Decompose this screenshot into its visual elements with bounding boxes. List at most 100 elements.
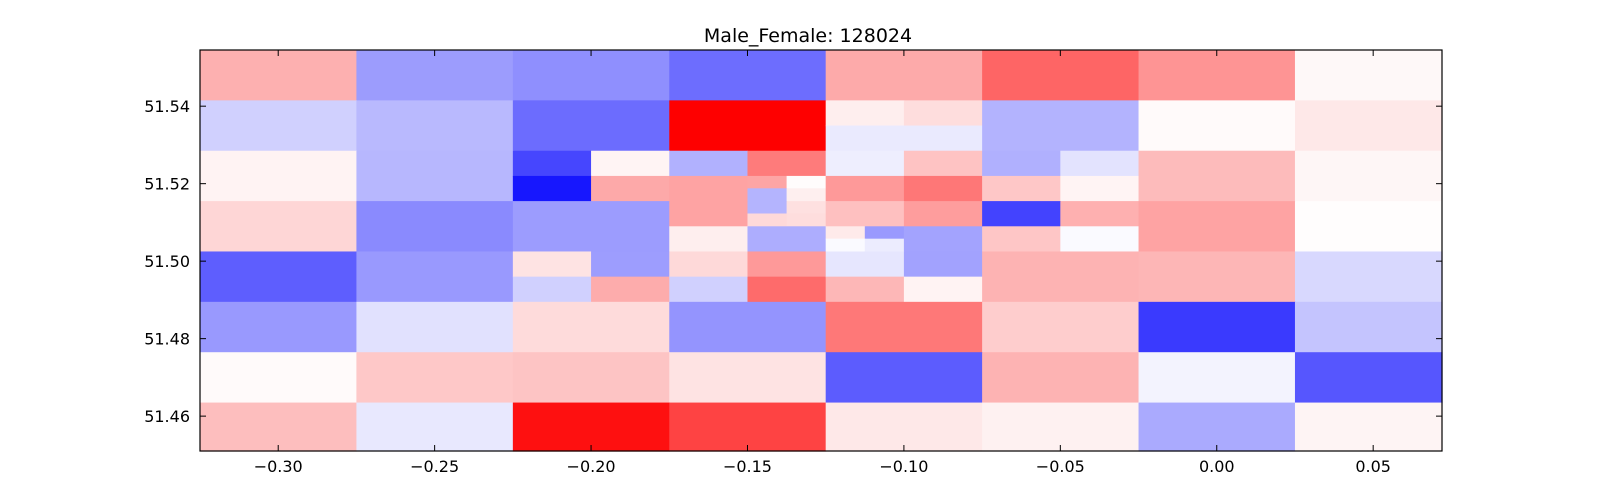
x-tick-label: −0.25 [410,457,459,476]
heatmap-cell [356,352,514,404]
heatmap-cell [200,251,358,303]
heatmap-cell [669,301,827,353]
heatmap-cell [982,50,1140,101]
y-tick-label: 51.52 [144,175,190,194]
heatmap-cell [200,301,358,353]
plot-frame [199,49,1443,452]
heatmap-cell [825,301,983,353]
heatmap-cell [1294,251,1443,303]
heatmap-cell [512,100,670,152]
y-tick-label: 51.54 [144,97,190,116]
heatmap-cell [982,251,1140,303]
heatmap-cell [903,276,983,303]
heatmap-cell [903,150,983,177]
heatmap-cell [903,175,983,202]
heatmap-cell [200,352,358,404]
heatmap-cell [512,276,592,303]
heatmap-cell [1060,150,1140,177]
heatmap-cell [669,50,827,101]
heatmap-cell [1294,50,1443,101]
heatmap-cell [747,213,788,227]
heatmap-cell [903,226,983,253]
heatmap-cell [982,226,1061,253]
chart-title: Male_Female: 128024 [704,25,912,47]
heatmap-cell [669,175,749,202]
heatmap-cell [903,201,983,227]
heatmap-cell [747,201,788,215]
heatmap-cell [512,201,670,253]
heatmap-cell [356,50,514,101]
x-tick-label: −0.15 [723,457,772,476]
heatmap-cell [825,352,983,404]
heatmap-cell [591,175,670,202]
heatmap-cell [1138,50,1296,101]
heatmap-cell [982,100,1140,152]
heatmap-cell [512,150,592,177]
heatmap-cell [864,238,905,253]
heatmap-cell [1060,201,1140,227]
heatmap-cell [903,251,983,278]
heatmap-cell [200,50,358,101]
heatmap-cell [512,402,670,452]
x-tick-label: −0.05 [1036,457,1085,476]
heatmap-cell [1138,251,1296,303]
heatmap-cell [356,201,514,253]
heatmap-cell [200,150,358,202]
heatmap-cell [356,251,514,303]
heatmap-cell [200,402,358,452]
heatmap-cell [669,100,827,152]
heatmap-cell [1294,100,1443,152]
heatmap-cell [1294,352,1443,404]
heatmap-cell [591,150,670,177]
heatmap-cell [1294,150,1443,202]
heatmap-cell [512,251,592,278]
heatmap-cell [825,125,983,152]
heatmap-cell [864,226,905,240]
heatmap-cell [669,226,749,253]
heatmap-cell [1138,402,1296,452]
heatmap-cell [786,213,827,227]
y-tick-label: 51.48 [144,330,190,349]
heatmap-cell [903,100,983,127]
heatmap-cell [982,352,1140,404]
x-tick-label: 0.00 [1199,457,1235,476]
heatmap-cell [669,201,749,227]
x-tick-label: −0.20 [567,457,616,476]
heatmap-cell [747,188,788,202]
heatmap-cell [669,402,827,452]
heatmap-cell [825,402,983,452]
heatmap-cell [747,226,827,253]
heatmap-cell [669,251,749,278]
heatmap-cell [1138,150,1296,202]
heatmap-cell [512,50,670,101]
heatmap-cell [747,175,788,189]
heatmap-cell [825,201,905,227]
heatmap-cell [786,188,827,202]
heatmap-cell [1138,352,1296,404]
heatmap-cell [747,150,827,177]
heatmap-cell [825,175,905,202]
heatmap-cell [200,100,358,152]
heatmap-cell [1294,201,1443,253]
heatmap-cells [200,50,1443,452]
heatmap-cell [356,402,514,452]
heatmap-cell [512,175,592,202]
heatmap-cell [1138,201,1296,253]
heatmap-cell [356,301,514,353]
heatmap-cell [512,352,670,404]
heatmap-cell [356,150,514,202]
heatmap-cell [825,50,983,101]
heatmap-cell [669,150,749,177]
heatmap-cell [825,100,905,127]
heatmap-cell [982,150,1061,177]
heatmap-cell [512,301,670,353]
heatmap-cell [982,201,1061,227]
heatmap-cell [747,276,827,303]
heatmap-cell [786,175,827,189]
heatmap-cell [825,276,905,303]
heatmap-cell [747,251,827,278]
heatmap-cell [1138,100,1296,152]
x-tick-label: −0.10 [879,457,928,476]
heatmap-cell [669,352,827,404]
